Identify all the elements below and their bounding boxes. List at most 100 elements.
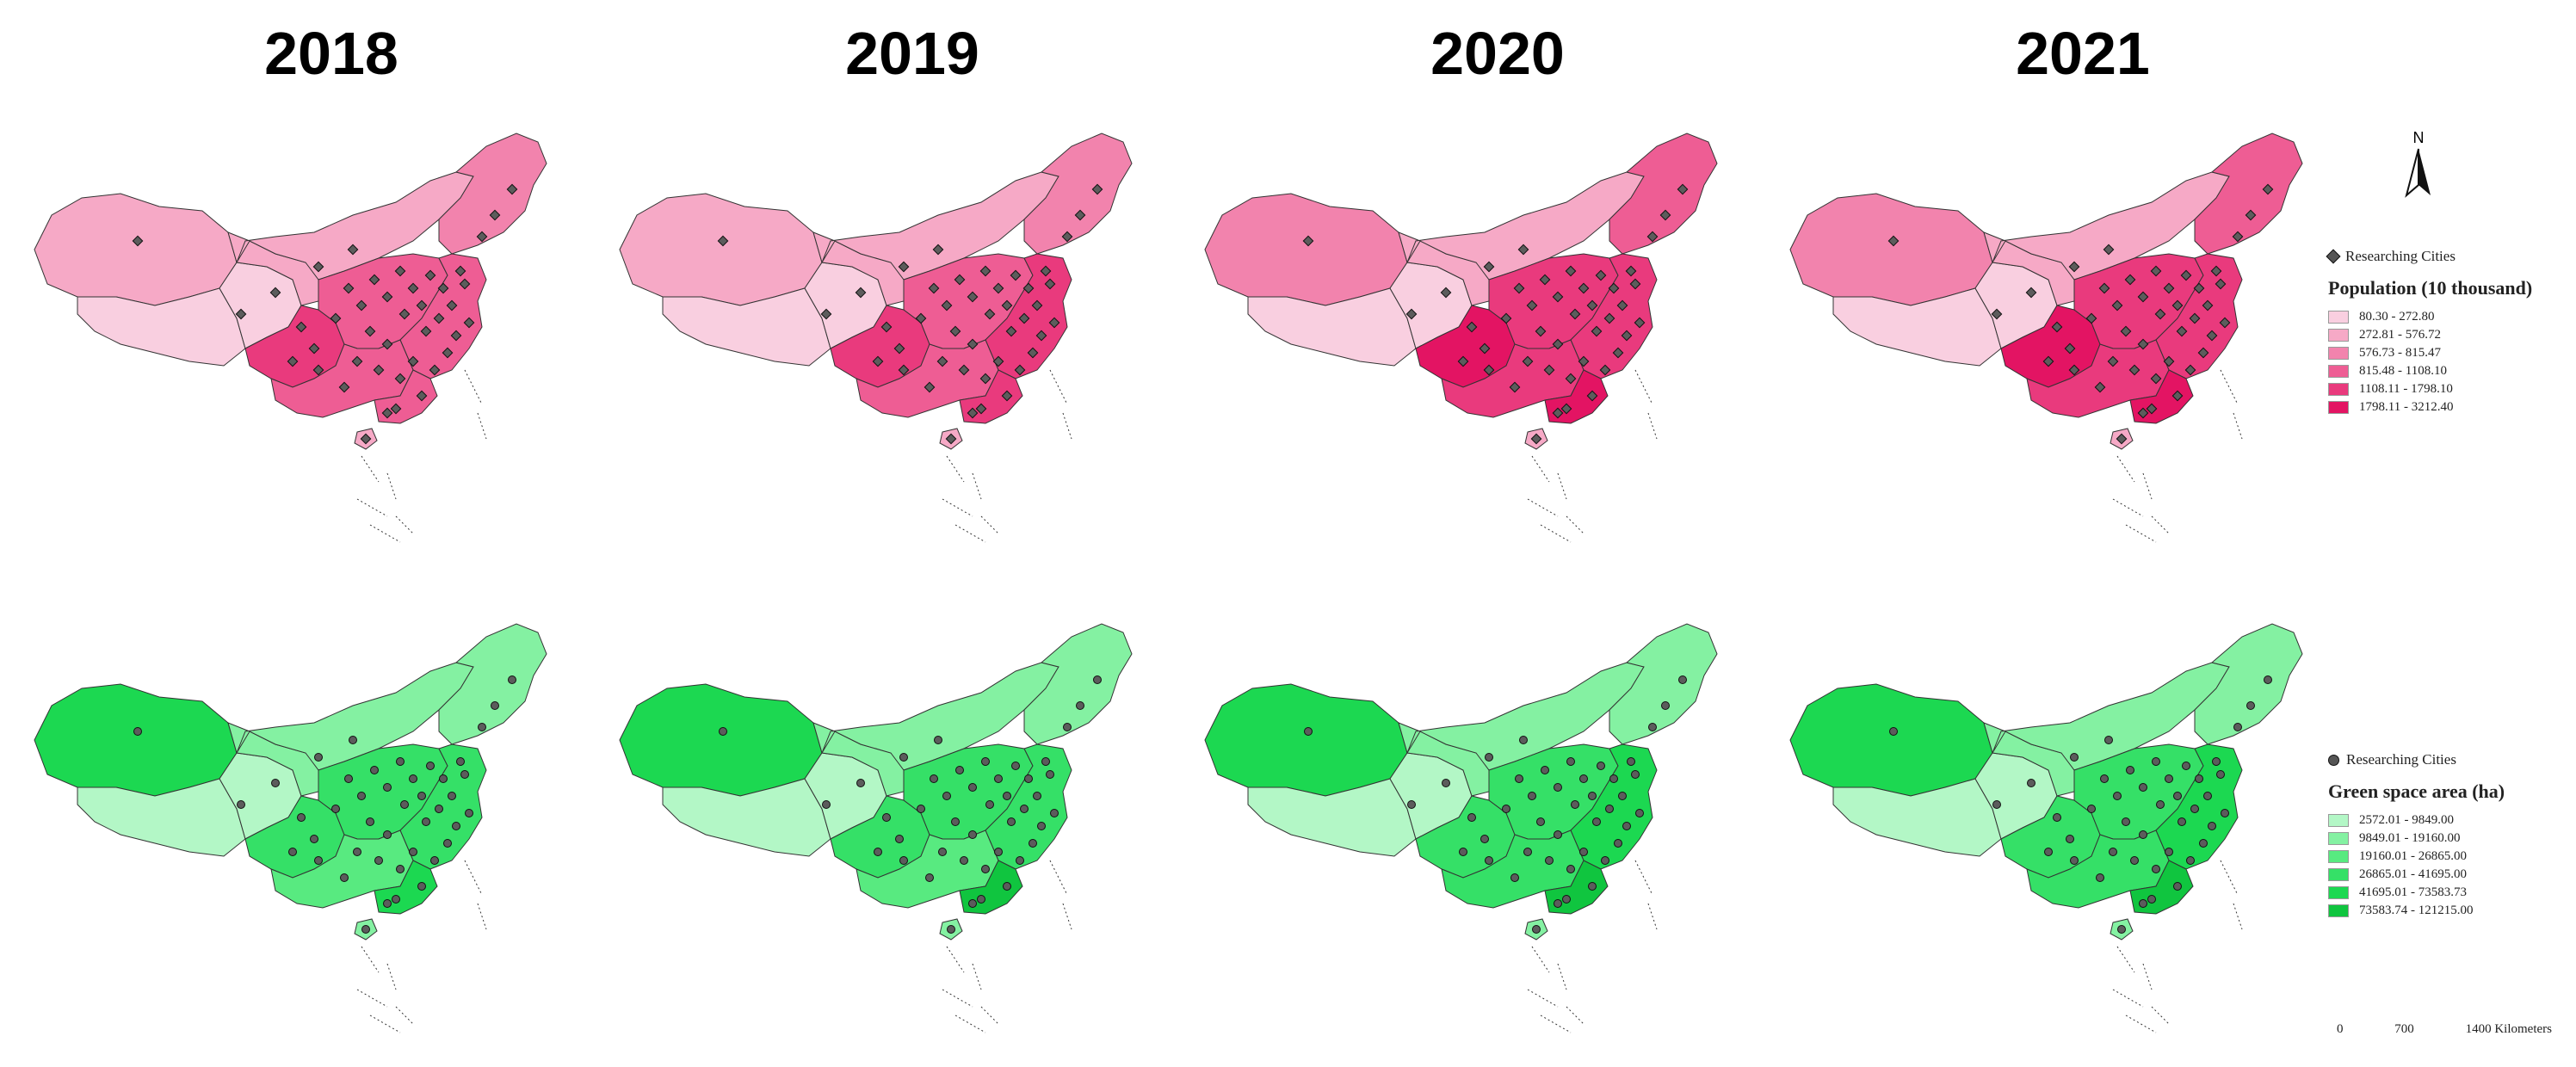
researching-city-point bbox=[2146, 403, 2158, 415]
legend-swatch bbox=[2328, 832, 2349, 845]
researching-city-point bbox=[2262, 183, 2274, 195]
researching-city-point bbox=[898, 261, 910, 273]
researching-city-point bbox=[1543, 364, 1555, 376]
researching-city-point bbox=[237, 800, 245, 809]
researching-city-point bbox=[1889, 727, 1898, 736]
population-points-entry: Researching Cities bbox=[2326, 248, 2532, 265]
researching-city-point bbox=[1579, 848, 1588, 856]
researching-city-point bbox=[409, 848, 417, 856]
researching-city-point bbox=[349, 736, 357, 744]
researching-city-point bbox=[430, 856, 439, 865]
researching-city-point bbox=[1031, 299, 1043, 311]
researching-city-point bbox=[932, 244, 944, 256]
legend-class-label: 9849.01 - 19160.00 bbox=[2359, 831, 2461, 845]
researching-city-point bbox=[941, 299, 953, 311]
researching-city-point bbox=[452, 822, 460, 830]
region-tibet bbox=[662, 778, 831, 857]
researching-city-point bbox=[1526, 299, 1538, 311]
researching-city-point bbox=[2085, 312, 2097, 324]
researching-city-point bbox=[2128, 364, 2140, 376]
researching-city-point bbox=[450, 330, 462, 342]
researching-city-point bbox=[820, 308, 832, 320]
researching-city-point bbox=[2098, 282, 2110, 294]
researching-city-point bbox=[1020, 805, 1029, 813]
researching-city-point bbox=[1046, 770, 1054, 779]
researching-city-point bbox=[2152, 865, 2160, 873]
researching-city-point bbox=[1566, 757, 1575, 766]
researching-city-point bbox=[960, 856, 968, 865]
researching-city-point bbox=[2176, 325, 2188, 337]
researching-city-point bbox=[2070, 753, 2079, 762]
green-map-2021 bbox=[1789, 623, 2303, 1033]
researching-city-point bbox=[398, 308, 411, 320]
researching-city-point bbox=[947, 925, 955, 934]
researching-city-point bbox=[312, 364, 324, 376]
legend-swatch bbox=[2328, 904, 2349, 917]
researching-city-point bbox=[2027, 779, 2035, 787]
researching-city-point bbox=[381, 407, 393, 419]
researching-city-point bbox=[1578, 282, 1590, 294]
region-tibet bbox=[1247, 778, 1417, 857]
researching-city-point bbox=[1442, 779, 1450, 787]
researching-city-point bbox=[938, 848, 947, 856]
researching-city-point bbox=[928, 282, 940, 294]
legend-swatch bbox=[2328, 868, 2349, 881]
region-xinjiang bbox=[1204, 193, 1408, 306]
researching-city-point bbox=[2070, 856, 2079, 865]
researching-city-point bbox=[357, 792, 366, 800]
researching-city-point bbox=[2190, 805, 2199, 813]
researching-city-point bbox=[874, 848, 882, 856]
researching-city-point bbox=[2203, 792, 2212, 800]
researching-city-point bbox=[132, 235, 144, 247]
researching-city-point bbox=[975, 403, 987, 415]
researching-city-point bbox=[1541, 766, 1549, 774]
researching-city-point bbox=[1500, 312, 1512, 324]
researching-city-point bbox=[2232, 231, 2244, 243]
region-xinjiang bbox=[1789, 683, 1993, 797]
researching-city-point bbox=[2216, 770, 2225, 779]
researching-city-point bbox=[1635, 809, 1644, 817]
researching-city-point bbox=[416, 299, 428, 311]
population-legend-title: Population (10 thousand) bbox=[2328, 277, 2533, 299]
researching-city-point bbox=[1044, 278, 1056, 290]
researching-city-point bbox=[2189, 312, 2201, 324]
researching-city-point bbox=[361, 925, 370, 934]
researching-city-point bbox=[1522, 355, 1534, 367]
researching-city-point bbox=[951, 817, 960, 826]
researching-city-point bbox=[1646, 231, 1659, 243]
researching-city-point bbox=[235, 308, 247, 320]
researching-city-point bbox=[381, 291, 393, 303]
researching-city-point bbox=[1003, 792, 1011, 800]
researching-city-point bbox=[1625, 265, 1637, 277]
researching-city-point bbox=[417, 792, 426, 800]
researching-city-point bbox=[1536, 817, 1545, 826]
south-china-sea-islands bbox=[2112, 860, 2243, 1033]
researching-city-point bbox=[1459, 848, 1467, 856]
researching-city-point bbox=[2104, 736, 2113, 744]
researching-city-point bbox=[297, 813, 306, 822]
legend-swatch bbox=[2328, 329, 2349, 342]
researching-city-point bbox=[1535, 325, 1547, 337]
scale-label-700: 700 bbox=[2394, 1022, 2414, 1036]
researching-city-point bbox=[454, 265, 466, 277]
researching-city-point bbox=[1048, 317, 1060, 329]
researching-city-point bbox=[433, 312, 445, 324]
legend-swatch bbox=[2328, 383, 2349, 396]
researching-city-point bbox=[1014, 364, 1026, 376]
researching-city-point bbox=[2130, 856, 2139, 865]
researching-city-point bbox=[1530, 433, 1542, 445]
researching-city-point bbox=[1502, 805, 1510, 813]
researching-city-point bbox=[984, 308, 996, 320]
researching-city-point bbox=[343, 282, 355, 294]
researching-city-point bbox=[855, 287, 867, 299]
researching-city-point bbox=[1588, 882, 1597, 891]
legend-swatch bbox=[2328, 365, 2349, 378]
city-point-symbol bbox=[2326, 249, 2341, 264]
researching-city-point bbox=[424, 269, 436, 281]
researching-city-point bbox=[1648, 723, 1657, 731]
population-legend-classes: 80.30 - 272.80 272.81 - 576.72 576.73 - 81… bbox=[2328, 308, 2532, 416]
researching-city-point bbox=[368, 274, 380, 286]
researching-city-point bbox=[915, 312, 927, 324]
region-northeast bbox=[1023, 623, 1133, 745]
region-northeast bbox=[438, 133, 547, 255]
